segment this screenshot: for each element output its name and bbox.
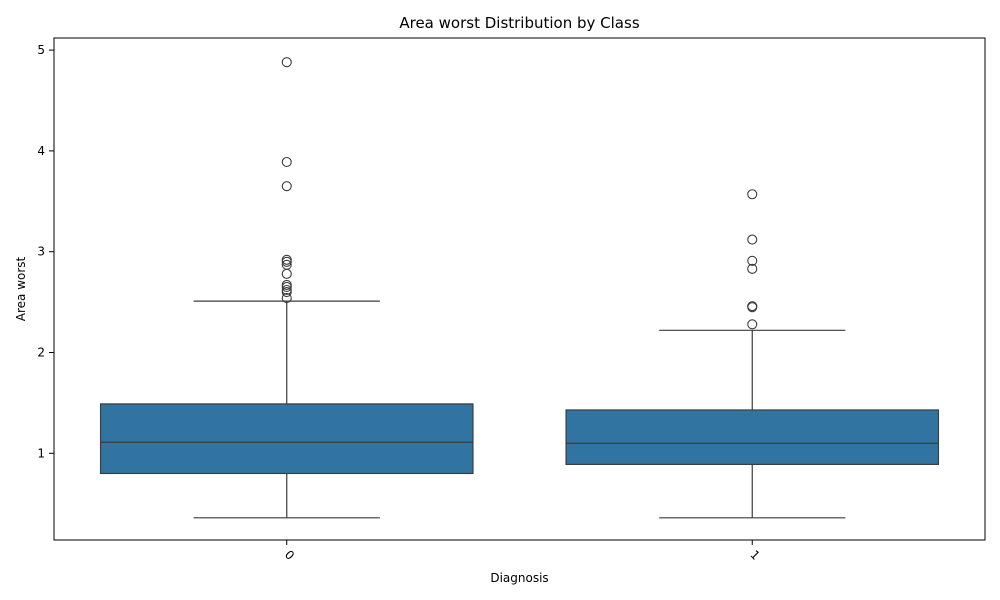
outlier-point bbox=[281, 57, 292, 68]
outlier-point bbox=[281, 281, 292, 293]
x-tick-label: 1 bbox=[747, 548, 762, 563]
outlier-point bbox=[281, 286, 292, 298]
box-group-1 bbox=[565, 189, 940, 519]
outlier-point bbox=[281, 293, 292, 304]
plot-area: 0 1 1 2 3 4 5 bbox=[37, 37, 986, 563]
chart-title: Area worst Distribution by Class bbox=[399, 14, 639, 32]
box-group-0 bbox=[99, 57, 474, 519]
outlier-point bbox=[747, 189, 758, 200]
x-axis-label: Diagnosis bbox=[490, 571, 548, 585]
y-tick-label: 3 bbox=[37, 245, 45, 259]
outlier-point bbox=[747, 255, 758, 266]
outlier-point bbox=[281, 268, 292, 279]
plot-frame bbox=[53, 37, 986, 541]
iqr-box bbox=[99, 403, 474, 475]
y-axis-label: Area worst bbox=[14, 256, 28, 321]
outlier-point bbox=[281, 256, 292, 267]
outlier-point bbox=[747, 263, 758, 274]
outlier-point bbox=[747, 302, 758, 313]
y-tick-label: 2 bbox=[37, 346, 45, 360]
y-tick-label: 4 bbox=[37, 144, 45, 158]
outlier-point bbox=[281, 181, 292, 192]
iqr-box bbox=[565, 409, 940, 465]
y-tick-label: 5 bbox=[37, 43, 45, 57]
outlier-point bbox=[281, 156, 292, 168]
outlier-point bbox=[747, 319, 758, 330]
outlier-point bbox=[747, 234, 758, 245]
x-tick-label: 0 bbox=[282, 548, 297, 563]
y-tick-label: 1 bbox=[37, 446, 45, 460]
